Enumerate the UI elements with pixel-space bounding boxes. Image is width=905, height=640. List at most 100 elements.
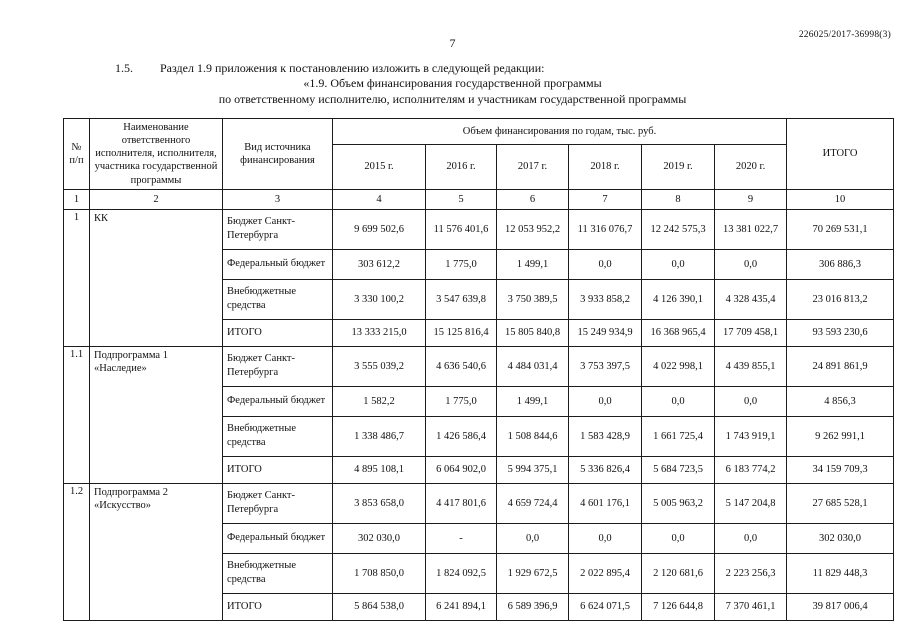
value-cell: 6 589 396,9 [496, 592, 569, 621]
funding-source-cell: Внебюджетные средства [222, 552, 333, 594]
value-cell: 9 699 502,6 [332, 208, 426, 250]
table-header: № п/п Наименование ответственного исполн… [63, 117, 895, 210]
funding-source-cell: Внебюджетные средства [222, 278, 333, 320]
header-year: 2016 г. [425, 144, 497, 190]
value-cell: 0,0 [713, 385, 788, 417]
table-row: 1.1 Подпрограмма 1 «Наследие» Бюджет Санкт… [63, 345, 895, 484]
header-num: № п/п [63, 118, 90, 190]
value-cell: 0,0 [568, 385, 642, 417]
document-registration-number: 226025/2017-36998(3) [798, 30, 891, 40]
value-cell: 6 624 071,5 [568, 592, 642, 621]
value-cell: 15 805 840,8 [496, 318, 569, 347]
funding-source-cell: ИТОГО [222, 318, 333, 347]
value-cell: 2 223 256,3 [713, 552, 788, 594]
value-cell: 0,0 [713, 522, 788, 554]
value-cell: 70 269 531,1 [786, 208, 895, 250]
value-cell: 4 856,3 [786, 385, 895, 417]
value-cell: 1 426 586,4 [425, 415, 497, 457]
table-row: Федеральный бюджет 1 582,2 1 775,0 1 499,1 0… [64, 385, 895, 417]
header-year: 2018 г. [568, 144, 642, 190]
row-number-cell: 1.2 [63, 482, 90, 621]
table-row: 1 КК Бюджет Санкт-Петербурга 9 699 502,6 11 … [63, 208, 895, 347]
value-cell: 17 709 458,1 [713, 318, 788, 347]
value-cell: 5 005 963,2 [641, 482, 715, 524]
funding-source-cell: Федеральный бюджет [222, 248, 333, 280]
value-cell: 302 030,0 [332, 522, 426, 554]
column-number-cell: 2 [89, 188, 223, 210]
value-cell: 1 338 486,7 [332, 415, 426, 457]
table-body: 1 КК Бюджет Санкт-Петербурга 9 699 502,6 11 … [63, 208, 895, 621]
value-cell: 5 994 375,1 [496, 455, 569, 484]
column-number-cell: 7 [568, 188, 642, 210]
header-volume-group: Объем финансирования по годам, тыс. руб. [331, 117, 788, 146]
funding-source-cell: Бюджет Санкт-Петербурга [222, 482, 333, 524]
table-row: Федеральный бюджет 302 030,0-0,0 0,0 0,0 0,0… [64, 522, 895, 554]
value-cell: 3 853 658,0 [332, 482, 426, 524]
paragraph-text: Раздел 1.9 приложения к постановлению из… [160, 61, 545, 75]
value-cell: 39 817 006,4 [786, 592, 895, 621]
value-cell: 1 582,2 [332, 385, 426, 417]
column-number-cell: 5 [425, 188, 497, 210]
value-cell: 9 262 991,1 [786, 415, 895, 457]
value-cell: 6 064 902,0 [425, 455, 497, 484]
value-cell: 34 159 709,3 [786, 455, 895, 484]
value-cell: 11 829 448,3 [786, 552, 895, 594]
table-row: ИТОГО 5 864 538,0 6 241 894,1 6 589 396,9 6 … [64, 592, 895, 621]
table-row: Внебюджетные средства 1 338 486,7 1 426 58… [64, 415, 895, 457]
header-year: 2015 г. [332, 144, 426, 190]
value-cell: 4 439 855,1 [713, 345, 788, 387]
value-cell: 24 891 861,9 [786, 345, 895, 387]
header-year: 2017 г. [496, 144, 569, 190]
column-number-cell: 9 [713, 188, 788, 210]
value-cell: 3 330 100,2 [332, 278, 426, 320]
value-cell: 93 593 230,6 [786, 318, 895, 347]
table-row: Федеральный бюджет 303 612,2 1 775,0 1 499,… [64, 248, 895, 280]
value-cell: 16 368 965,4 [641, 318, 715, 347]
table-row: Внебюджетные средства 1 708 850,0 1 824 09… [64, 552, 895, 594]
table-row: Внебюджетные средства 3 330 100,2 3 547 63… [64, 278, 895, 320]
column-number-cell: 6 [496, 188, 569, 210]
value-cell: 5 864 538,0 [332, 592, 426, 621]
value-cell: 1 499,1 [496, 385, 569, 417]
funding-source-cell: Федеральный бюджет [222, 385, 333, 417]
value-cell: 2 022 895,4 [568, 552, 642, 594]
value-cell: 11 576 401,6 [425, 208, 497, 250]
table-row: 1.2 Подпрограмма 2 «Искусство» Бюджет Санк… [63, 482, 895, 621]
value-cell: 0,0 [641, 248, 715, 280]
column-number-cell: 1 [63, 188, 90, 210]
value-cell: 6 183 774,2 [713, 455, 788, 484]
value-cell: 4 417 801,6 [425, 482, 497, 524]
column-number-cell: 10 [786, 188, 895, 210]
value-cell: - [425, 522, 497, 554]
value-cell: 13 333 215,0 [332, 318, 426, 347]
row-number-cell: 1.1 [63, 345, 90, 484]
value-cell: 6 241 894,1 [425, 592, 497, 621]
table-row: ИТОГО 4 895 108,1 6 064 902,0 5 994 375,1 5 … [64, 455, 895, 484]
value-cell: 2 120 681,6 [641, 552, 715, 594]
value-cell: 4 659 724,4 [496, 482, 569, 524]
value-cell: 27 685 528,1 [786, 482, 895, 524]
header-year: 2020 г. [713, 144, 788, 190]
value-cell: 5 336 826,4 [568, 455, 642, 484]
value-cell: 0,0 [713, 248, 788, 280]
header-row-column-numbers: 1 2 3 4 5 6 7 8 9 10 [63, 188, 895, 210]
value-cell: 0,0 [568, 248, 642, 280]
value-cell: 4 022 998,1 [641, 345, 715, 387]
value-cell: 0,0 [641, 385, 715, 417]
value-cell: 0,0 [641, 522, 715, 554]
column-number-cell: 8 [641, 188, 715, 210]
value-cell: 12 053 952,2 [496, 208, 569, 250]
header-row-top: № п/п Наименование ответственного исполн… [63, 117, 895, 190]
row-number-cell: 1 [63, 208, 90, 347]
executor-name-cell: КК [89, 208, 223, 347]
value-cell: 5 684 723,5 [641, 455, 715, 484]
value-cell: 4 895 108,1 [332, 455, 426, 484]
value-cell: 3 555 039,2 [332, 345, 426, 387]
value-cell: 23 016 813,2 [786, 278, 895, 320]
header-funding-source: Вид источника финансирования [222, 118, 333, 190]
header-executor-name: Наименование ответственного исполнителя,… [89, 118, 223, 190]
value-cell: 4 484 031,4 [496, 345, 569, 387]
value-cell: 3 547 639,8 [425, 278, 497, 320]
value-cell: 1 775,0 [425, 385, 497, 417]
